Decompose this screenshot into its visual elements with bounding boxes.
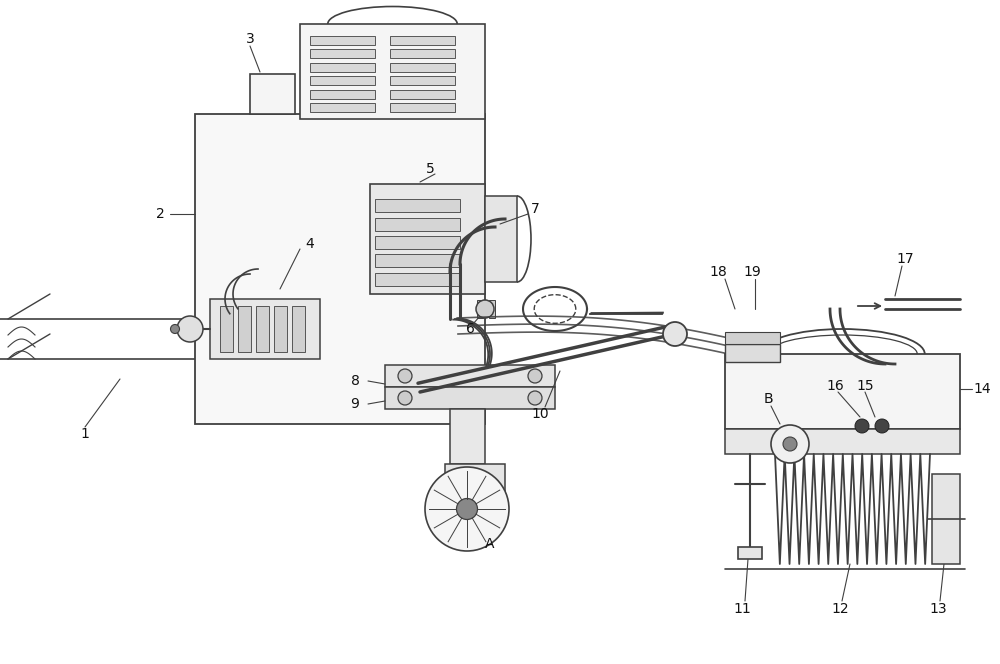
Text: 17: 17 [896,252,914,266]
Bar [390,49,455,58]
Circle shape [771,425,809,463]
Bar [375,199,460,212]
Text: 2: 2 [156,207,164,221]
Text: 8: 8 [351,374,359,388]
Bar [310,90,375,98]
Bar [220,306,233,352]
Bar [375,236,460,249]
Circle shape [528,391,542,405]
Bar [932,474,960,564]
Bar [256,306,269,352]
Bar [375,254,460,268]
Text: 13: 13 [929,602,947,616]
Bar [274,306,287,352]
Bar [725,354,960,429]
Text: 5: 5 [426,162,434,176]
Bar [292,306,305,352]
Text: A: A [485,537,495,551]
Text: 16: 16 [826,379,844,393]
Circle shape [783,437,797,451]
Bar [485,196,517,282]
Bar [238,306,251,352]
Bar [725,332,780,344]
Bar [300,24,485,119]
Circle shape [398,391,412,405]
Bar [390,90,455,98]
Bar [375,218,460,230]
Bar [385,365,555,387]
Bar [310,103,375,112]
Text: 7: 7 [531,202,539,216]
Text: B: B [763,392,773,406]
Bar [310,62,375,72]
Circle shape [528,369,542,383]
Bar [385,387,555,409]
Text: 6: 6 [466,322,474,336]
Bar [445,464,505,504]
Text: 9: 9 [351,397,359,411]
Text: 1: 1 [81,427,89,441]
Bar [390,35,455,44]
Text: 19: 19 [743,265,761,279]
Text: 11: 11 [733,602,751,616]
Circle shape [177,316,203,342]
Bar [725,429,960,454]
Bar [390,76,455,85]
Circle shape [855,419,869,433]
Circle shape [476,300,494,318]
Text: 3: 3 [246,32,254,46]
Bar [489,300,495,318]
Circle shape [425,467,509,551]
Circle shape [398,369,412,383]
Bar [477,300,483,318]
Circle shape [875,419,889,433]
Text: 18: 18 [709,265,727,279]
Bar [390,103,455,112]
Bar [310,49,375,58]
Text: 4: 4 [306,237,314,251]
Bar [195,114,485,424]
Bar [375,273,460,286]
Bar [390,62,455,72]
Text: 12: 12 [831,602,849,616]
Text: 10: 10 [531,407,549,421]
Circle shape [663,322,687,346]
Text: 14: 14 [973,382,991,396]
Circle shape [170,325,180,333]
Bar [310,35,375,44]
Bar [450,409,485,464]
Bar [210,299,320,359]
Bar [250,74,295,114]
Bar [725,344,780,362]
Text: 15: 15 [856,379,874,393]
Bar [310,76,375,85]
Circle shape [456,499,478,519]
Bar [370,184,485,294]
Bar [738,547,762,559]
